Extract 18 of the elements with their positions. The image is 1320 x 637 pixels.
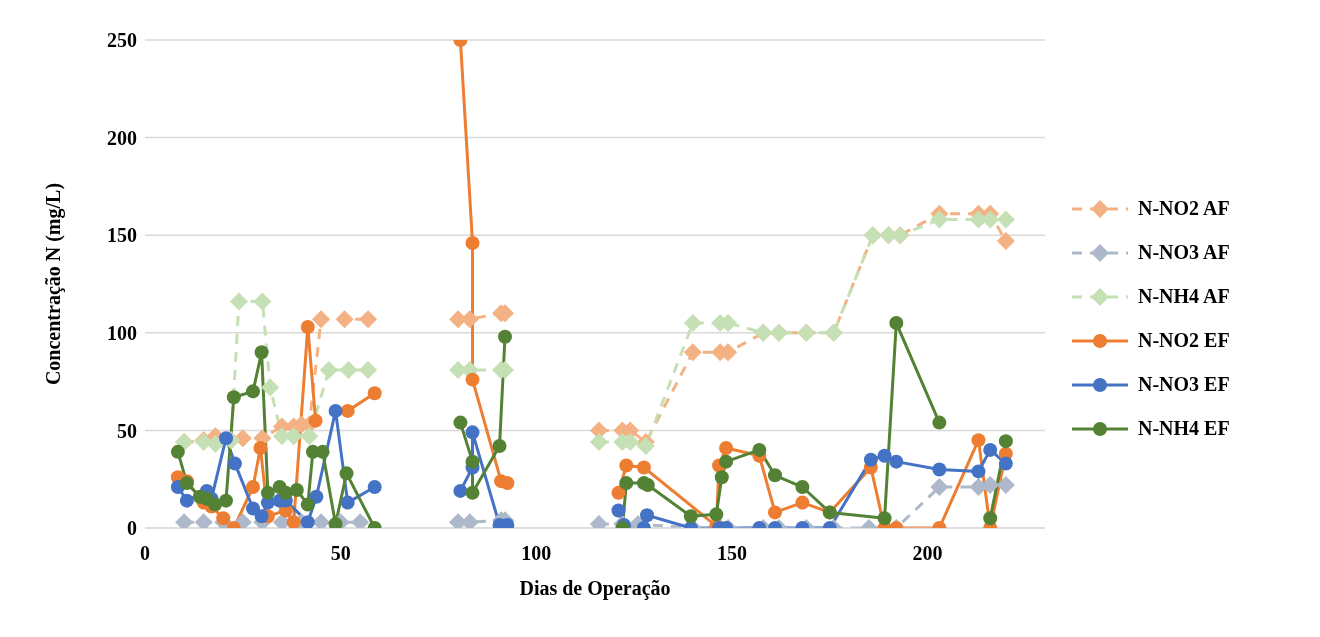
legend-label: N-NH4 AF: [1138, 285, 1230, 308]
x-tick-label: 50: [330, 542, 351, 565]
y-tick-label: 250: [107, 29, 137, 52]
x-tick-label: 200: [912, 542, 943, 565]
y-tick-label: 100: [107, 321, 137, 344]
y-tick-label: 0: [127, 517, 137, 540]
y-axis-title: Concentração N (mg/L): [42, 182, 66, 386]
legend-label: N-NH4 EF: [1138, 417, 1230, 440]
legend-label: N-NO2 EF: [1138, 329, 1230, 352]
y-tick-label: 200: [107, 126, 137, 149]
x-tick-label: 100: [521, 542, 552, 565]
legend-label: N-NO3 AF: [1138, 241, 1230, 264]
y-tick-label: 50: [117, 419, 137, 442]
legend-label: N-NO2 AF: [1138, 197, 1230, 220]
y-tick-label: 150: [107, 224, 137, 247]
x-axis-title: Dias de Operação: [519, 577, 671, 600]
x-tick-label: 150: [716, 542, 747, 565]
legend-label: N-NO3 EF: [1138, 373, 1230, 396]
